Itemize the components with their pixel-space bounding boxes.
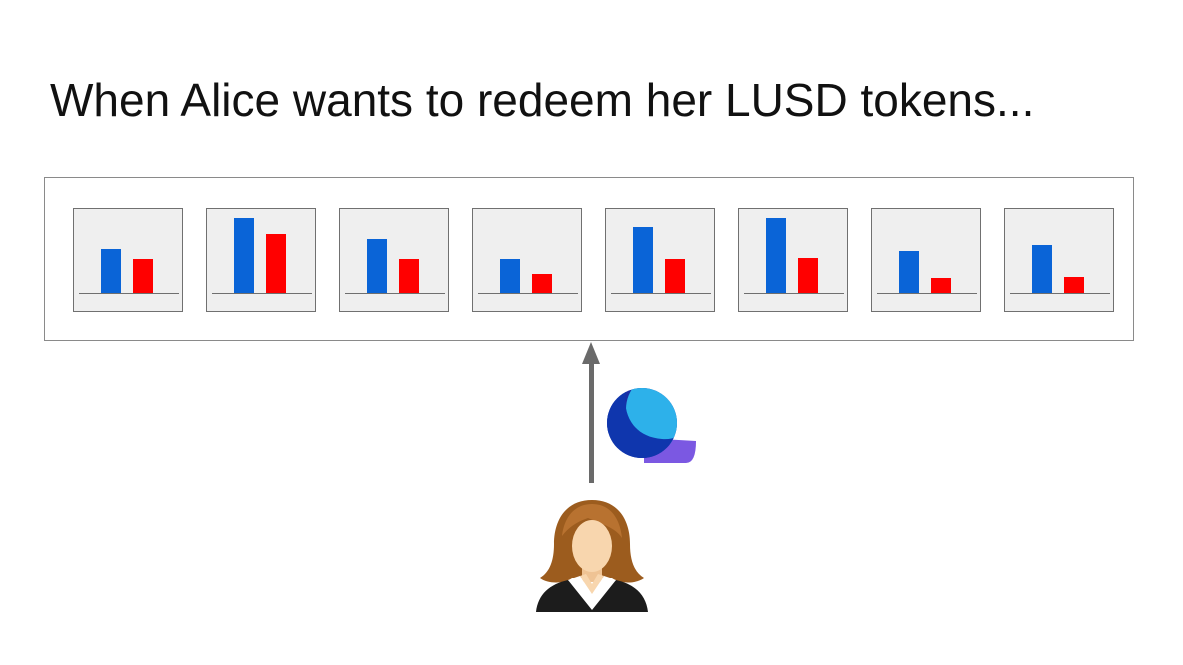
trove-chart (1010, 245, 1110, 294)
trove-list (44, 177, 1134, 341)
debt-bar (665, 259, 685, 293)
debt-bar (931, 278, 951, 293)
debt-bar (1064, 277, 1084, 293)
collateral-bar (367, 239, 387, 293)
trove-chart (877, 251, 977, 294)
trove-card (871, 208, 981, 312)
trove-card (339, 208, 449, 312)
trove-card (1004, 208, 1114, 312)
trove-card (472, 208, 582, 312)
collateral-bar (633, 227, 653, 293)
woman-avatar-icon (532, 494, 652, 619)
trove-card (73, 208, 183, 312)
collateral-bar (1032, 245, 1052, 293)
trove-chart (345, 239, 445, 294)
trove-chart (611, 227, 711, 294)
slide-title: When Alice wants to redeem her LUSD toke… (50, 74, 1035, 126)
trove-chart (212, 218, 312, 294)
liquity-logo-icon (604, 385, 700, 470)
collateral-bar (500, 259, 520, 293)
collateral-bar (234, 218, 254, 293)
debt-bar (266, 234, 286, 293)
arrow-up-icon (589, 360, 594, 483)
trove-chart (478, 259, 578, 294)
collateral-bar (101, 249, 121, 293)
trove-card (206, 208, 316, 312)
collateral-bar (899, 251, 919, 293)
trove-chart (744, 218, 844, 294)
debt-bar (798, 258, 818, 293)
debt-bar (532, 274, 552, 293)
trove-card (605, 208, 715, 312)
trove-chart (79, 249, 179, 294)
debt-bar (399, 259, 419, 293)
arrow-head (582, 342, 600, 364)
collateral-bar (766, 218, 786, 293)
debt-bar (133, 259, 153, 293)
trove-card (738, 208, 848, 312)
